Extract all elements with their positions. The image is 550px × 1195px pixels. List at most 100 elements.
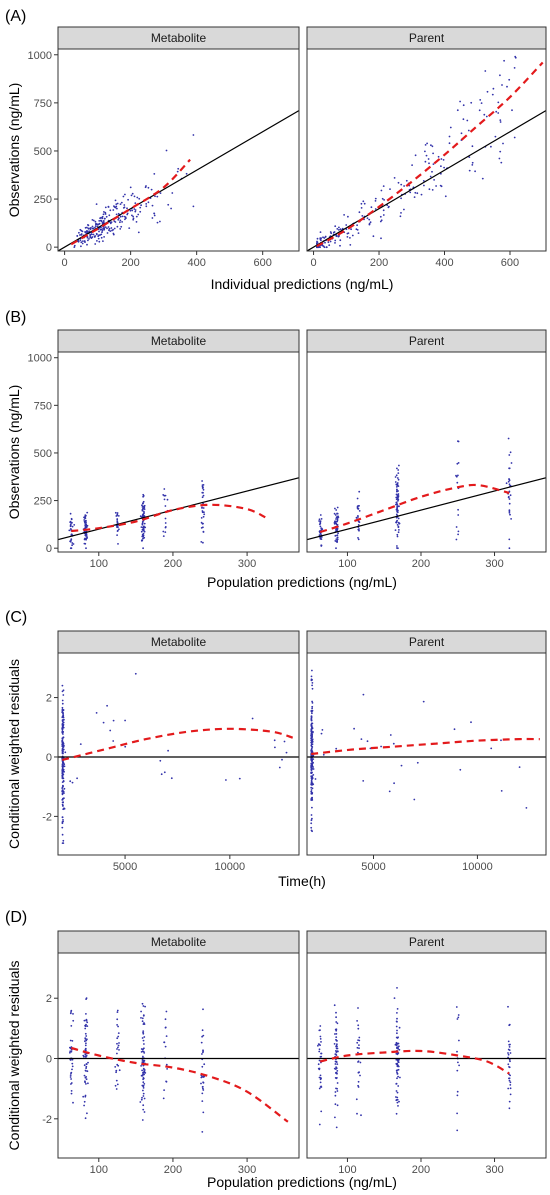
data-point xyxy=(163,1089,166,1091)
data-point xyxy=(358,528,360,530)
data-point xyxy=(141,1002,144,1005)
data-point xyxy=(162,1097,165,1100)
data-point xyxy=(507,1063,510,1066)
data-point xyxy=(61,789,64,791)
data-point xyxy=(397,517,400,520)
data-point xyxy=(335,516,338,519)
data-point xyxy=(481,177,484,180)
data-point xyxy=(320,237,322,240)
data-point xyxy=(98,240,101,243)
data-point xyxy=(140,204,143,207)
data-point xyxy=(455,1006,458,1008)
data-point xyxy=(171,192,174,194)
data-point xyxy=(397,478,400,481)
x-tick-label: 100 xyxy=(338,558,356,570)
data-point xyxy=(100,216,102,219)
data-point xyxy=(320,527,323,530)
data-point xyxy=(61,690,64,693)
data-point xyxy=(114,221,117,223)
data-point xyxy=(69,547,72,550)
data-point xyxy=(474,170,476,173)
data-point xyxy=(202,1089,205,1091)
data-point xyxy=(142,1039,145,1042)
data-point xyxy=(121,215,124,218)
data-point xyxy=(163,498,166,501)
facet-strip-label: Parent xyxy=(409,334,445,348)
data-point xyxy=(310,722,313,725)
data-point xyxy=(336,228,339,230)
data-point xyxy=(145,203,148,205)
data-point xyxy=(114,1066,117,1068)
data-point xyxy=(374,208,377,210)
facet-strip-label: Metabolite xyxy=(151,31,207,45)
data-point xyxy=(456,462,459,465)
data-point xyxy=(103,211,105,213)
data-point xyxy=(201,511,204,514)
data-point xyxy=(70,1090,73,1092)
data-point xyxy=(200,1082,202,1085)
panel-a: (A) Observations (ng/mL) Individual predic… xyxy=(5,8,547,292)
facet-strip-label: Parent xyxy=(409,935,445,949)
data-point xyxy=(397,498,400,501)
data-point xyxy=(498,157,501,160)
data-point xyxy=(117,212,120,215)
data-point xyxy=(423,184,425,187)
x-axis-title: Population predictions (ng/mL) xyxy=(207,1174,397,1190)
data-point xyxy=(336,518,339,520)
data-point xyxy=(311,738,313,740)
data-point xyxy=(151,204,154,207)
data-point xyxy=(202,515,205,518)
data-point xyxy=(507,1052,509,1054)
data-point xyxy=(319,1044,321,1046)
data-point xyxy=(71,1040,74,1042)
facet-parent: Parent 5000 10000 xyxy=(306,630,547,873)
data-point xyxy=(84,537,86,540)
data-point xyxy=(319,1074,322,1077)
data-point xyxy=(143,512,146,514)
data-point xyxy=(84,1094,87,1097)
data-point xyxy=(62,694,65,696)
data-point xyxy=(358,1047,360,1050)
data-point xyxy=(470,101,473,104)
data-point xyxy=(116,529,119,532)
y-tick-label: 1000 xyxy=(28,50,52,62)
data-point xyxy=(159,759,162,762)
panel-border xyxy=(306,952,547,1159)
data-point xyxy=(84,524,87,527)
data-point xyxy=(110,221,113,224)
data-point xyxy=(202,541,204,544)
data-point xyxy=(160,773,163,776)
data-point xyxy=(143,506,146,509)
data-point xyxy=(61,728,64,731)
data-point xyxy=(104,226,107,229)
data-point xyxy=(142,515,145,518)
facet-strip-label: Metabolite xyxy=(151,635,207,649)
data-point xyxy=(366,217,369,220)
data-point xyxy=(143,1022,145,1024)
data-point xyxy=(61,763,64,766)
data-point xyxy=(203,1063,206,1066)
panel-border xyxy=(57,48,300,252)
data-point xyxy=(102,220,105,222)
data-point xyxy=(142,508,144,510)
data-point xyxy=(202,491,204,494)
data-point xyxy=(87,1061,89,1064)
data-point xyxy=(61,787,64,789)
data-point xyxy=(397,1075,399,1078)
data-point xyxy=(88,230,91,233)
data-point xyxy=(431,145,434,148)
data-point xyxy=(274,746,276,749)
data-point xyxy=(320,732,323,735)
data-point xyxy=(457,533,459,536)
x-tick-label: 100 xyxy=(90,558,108,570)
y-tick-label: 750 xyxy=(34,98,52,110)
data-point xyxy=(61,702,64,705)
data-point xyxy=(119,228,122,230)
data-point xyxy=(336,1070,339,1072)
data-point xyxy=(508,1058,511,1061)
data-point xyxy=(319,231,322,234)
data-point xyxy=(124,719,126,722)
data-point xyxy=(122,207,125,209)
data-point xyxy=(510,462,513,464)
data-point xyxy=(117,515,120,517)
